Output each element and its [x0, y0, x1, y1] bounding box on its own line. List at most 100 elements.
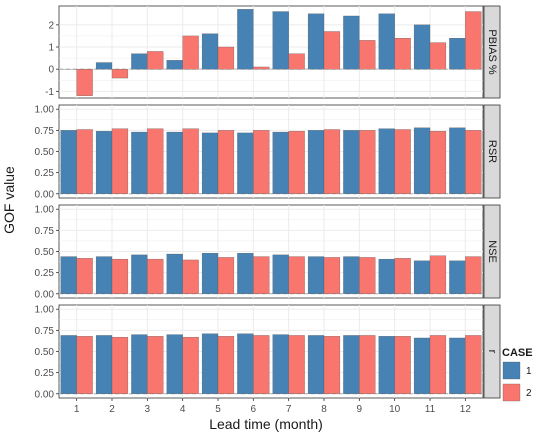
y-tick-label: 0.50: [35, 247, 55, 258]
panels-group: -1 0 1 2 PBIAS % 0.00 0.25 0.50 0.75 1.00 RSR 0.00 0…: [35, 5, 501, 400]
bar-case2-m4: [182, 128, 199, 194]
bar-case1-m8: [307, 130, 325, 194]
bar-case1-m2: [95, 62, 113, 70]
bar-case1-m2: [95, 335, 113, 394]
bar-case1-m12: [449, 337, 466, 394]
legend: CASE 1 2: [502, 347, 533, 402]
bar-case2-m12: [465, 130, 482, 194]
y-tick-label: 0.25: [35, 368, 55, 379]
bar-case1-m11: [413, 24, 431, 70]
x-tick-label: 7: [286, 404, 292, 415]
y-tick-label: 0.75: [35, 226, 55, 237]
y-tick-label: 0.50: [35, 147, 55, 158]
bar-case1-m2: [95, 256, 113, 294]
bar-case2-m6: [253, 130, 270, 194]
x-tick-label: 4: [180, 404, 186, 415]
bar-case1-m12: [449, 127, 466, 194]
bar-case2-m2: [111, 336, 129, 394]
y-tick-label: 1.00: [35, 105, 55, 116]
bar-case2-m1: [76, 129, 93, 194]
y-tick-label: 0.00: [35, 289, 55, 300]
bar-case1-m12: [449, 37, 466, 70]
bar-case2-m2: [111, 69, 129, 79]
bar-case2-m7: [288, 131, 305, 194]
bar-case1-m1: [60, 335, 77, 394]
bar-case1-m1: [60, 130, 77, 194]
bar-case2-m5: [217, 130, 235, 194]
bar-case2-m11: [429, 255, 447, 294]
bar-case2-m1: [76, 258, 93, 294]
panel-background: [58, 5, 484, 99]
facet-strip: [483, 304, 501, 399]
bar-case2-m7: [288, 53, 305, 70]
bar-case2-m9: [359, 335, 376, 394]
bar-case1-m11: [413, 337, 431, 394]
bar-case1-m10: [378, 128, 395, 194]
bar-case1-m6: [237, 9, 254, 70]
facet-label: NSE: [486, 240, 498, 263]
bar-case1-m3: [131, 53, 148, 70]
bar-case2-m5: [217, 336, 235, 394]
bar-case2-m6: [253, 335, 270, 394]
bar-case2-m3: [147, 258, 164, 294]
bar-case1-m6: [237, 333, 254, 394]
bar-case1-m9: [343, 15, 360, 70]
bar-case2-m7: [288, 256, 305, 294]
bar-case2-m8: [323, 129, 341, 194]
bar-case1-m9: [343, 130, 360, 194]
x-tick-label: 3: [145, 404, 151, 415]
y-tick-label: 1.00: [35, 205, 55, 216]
bar-case1-m4: [166, 253, 183, 294]
bar-case2-m8: [323, 336, 341, 394]
legend-key-2: [502, 383, 521, 402]
bar-case1-m5: [201, 132, 219, 194]
bar-case2-m3: [147, 51, 164, 70]
x-tick-label: 10: [389, 404, 401, 415]
bar-case2-m10: [394, 336, 411, 394]
y-tick-label: 0.75: [35, 326, 55, 337]
bar-case1-m10: [378, 336, 395, 394]
facet-label: PBIAS %: [486, 29, 498, 74]
bar-case2-m5: [217, 257, 235, 294]
bar-case2-m4: [182, 259, 199, 294]
bar-case2-m3: [147, 336, 164, 394]
bar-case1-m6: [237, 132, 254, 194]
bar-case2-m11: [429, 42, 447, 70]
bar-case1-m4: [166, 131, 183, 194]
bar-case2-m6: [253, 256, 270, 294]
bar-case1-m10: [378, 258, 395, 294]
y-tick-label: 1.00: [35, 305, 55, 316]
panel-2: 0.00 0.25 0.50 0.75 1.00 NSE: [35, 204, 501, 300]
bar-case2-m12: [465, 335, 482, 394]
bar-case1-m5: [201, 33, 219, 70]
bar-case1-m9: [343, 256, 360, 294]
x-tick-label: 2: [109, 404, 115, 415]
bar-case2-m11: [429, 131, 447, 194]
facet-label: RSR: [486, 140, 498, 163]
panel-1: 0.00 0.25 0.50 0.75 1.00 RSR: [35, 104, 501, 200]
x-tick-label: 1: [74, 404, 80, 415]
bar-case1-m3: [131, 334, 148, 394]
bar-case2-m12: [465, 11, 482, 70]
y-tick-label: 1: [48, 43, 54, 54]
bar-case2-m6: [253, 66, 270, 70]
y-tick-label: 2: [48, 20, 54, 31]
bar-case2-m2: [111, 258, 129, 294]
bar-case2-m2: [111, 128, 129, 194]
bar-case1-m7: [272, 131, 289, 194]
legend-key-1: [502, 361, 521, 380]
bar-case2-m12: [465, 256, 482, 294]
bar-case1-m12: [449, 260, 466, 294]
bar-case2-m8: [323, 31, 341, 70]
bar-case2-m3: [147, 128, 164, 194]
y-tick-label: 0.50: [35, 347, 55, 358]
y-tick-label: 0.25: [35, 168, 55, 179]
bar-case2-m10: [394, 129, 411, 194]
bar-case1-m2: [95, 131, 113, 194]
y-tick-label: -1: [45, 87, 54, 98]
y-tick-label: 0.00: [35, 389, 55, 400]
bar-case1-m4: [166, 60, 183, 70]
y-tick-label: 0: [48, 65, 54, 76]
bar-case2-m10: [394, 37, 411, 70]
